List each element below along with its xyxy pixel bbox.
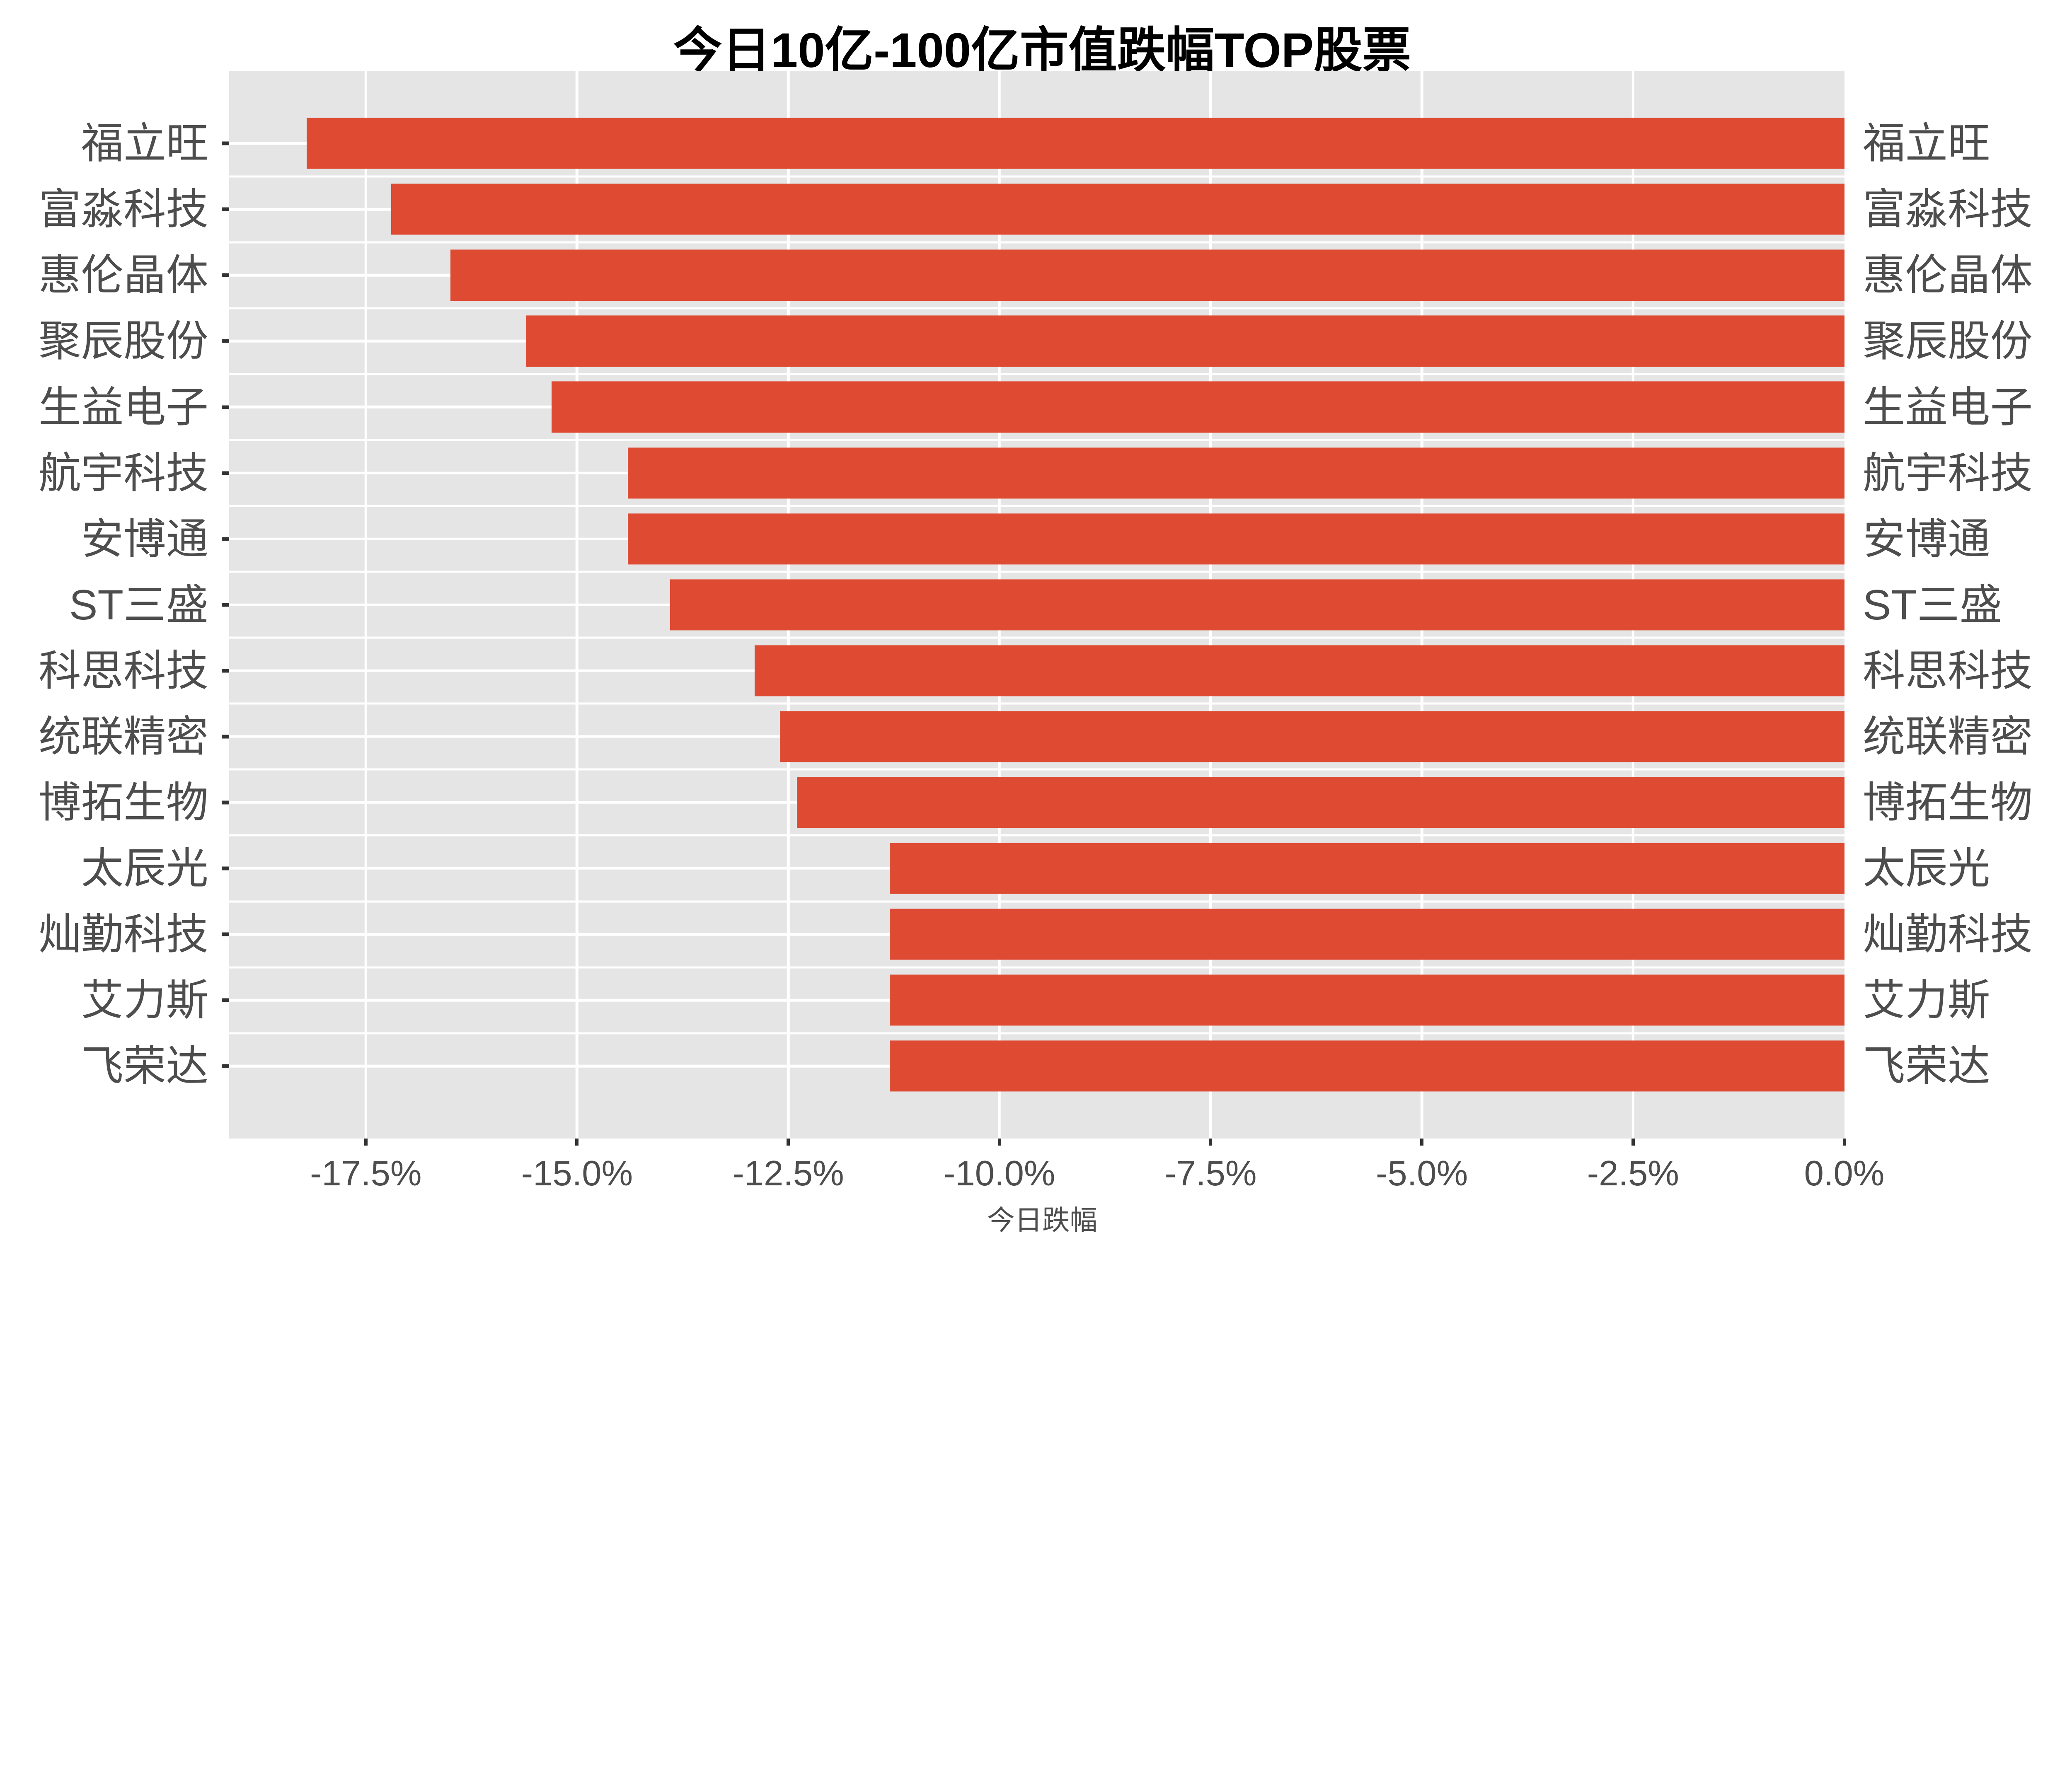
gridline-horizontal-minor	[229, 505, 1844, 507]
category-label-left: 太辰光	[81, 844, 209, 892]
bar	[889, 843, 1844, 894]
y-tick-mark	[221, 866, 229, 870]
category-label-right: 艾力斯	[1863, 976, 1990, 1024]
category-label-left: 安博通	[81, 515, 209, 563]
category-label-left: 富淼科技	[39, 185, 208, 233]
x-tick-label: -15.0%	[521, 1154, 633, 1194]
bar	[526, 315, 1844, 367]
bar	[889, 909, 1844, 960]
y-tick-mark	[221, 207, 229, 211]
x-tick-label: -7.5%	[1164, 1154, 1257, 1194]
gridline-horizontal-minor	[229, 966, 1844, 969]
y-tick-mark	[221, 669, 229, 673]
gridline-horizontal-minor	[229, 768, 1844, 771]
y-tick-mark	[221, 932, 229, 936]
x-tick-label: 0.0%	[1804, 1154, 1885, 1194]
bar	[889, 974, 1844, 1026]
gridline-horizontal-minor	[229, 702, 1844, 705]
category-label-right: 灿勤科技	[1863, 910, 2033, 958]
bar	[552, 381, 1844, 433]
category-label-left: 生益电子	[39, 383, 208, 431]
category-label-left: 科思科技	[39, 646, 208, 694]
gridline-horizontal-minor	[229, 1032, 1844, 1035]
x-tick-mark	[575, 1139, 579, 1146]
x-tick-label: -12.5%	[732, 1154, 844, 1194]
gridline-horizontal-minor	[229, 834, 1844, 836]
category-label-left: 灿勤科技	[39, 910, 208, 958]
y-tick-mark	[221, 471, 229, 475]
x-tick-label: -5.0%	[1376, 1154, 1468, 1194]
category-label-right: 统联精密	[1863, 712, 2033, 760]
y-tick-mark	[221, 998, 229, 1002]
chart-title: 今日10亿-100亿市值跌幅TOP股票	[673, 23, 1411, 77]
x-tick-label: -17.5%	[310, 1154, 422, 1194]
category-label-right: 聚辰股份	[1863, 317, 2033, 365]
category-label-left: 航宇科技	[39, 449, 208, 497]
y-tick-mark	[221, 339, 229, 343]
category-label-right: ST三盛	[1863, 580, 2002, 629]
y-tick-mark	[221, 405, 229, 409]
category-label-right: 富淼科技	[1863, 185, 2033, 233]
y-tick-mark	[221, 141, 229, 145]
category-label-right: 福立旺	[1863, 119, 1990, 167]
gridline-horizontal-minor	[229, 373, 1844, 375]
bar	[889, 1040, 1844, 1092]
bar	[307, 118, 1844, 169]
bar	[754, 645, 1844, 696]
gridline-horizontal-minor	[229, 571, 1844, 573]
category-label-right: 惠伦晶体	[1863, 251, 2033, 299]
category-label-left: 飞荣达	[81, 1042, 209, 1090]
bar	[627, 447, 1844, 499]
gridline-horizontal-minor	[229, 900, 1844, 903]
category-label-right: 航宇科技	[1863, 449, 2033, 497]
gridline-horizontal-minor	[229, 175, 1844, 178]
gridline-horizontal-minor	[229, 439, 1844, 441]
category-label-left: 惠伦晶体	[39, 251, 208, 299]
gridline-horizontal-minor	[229, 241, 1844, 244]
x-tick-label: -10.0%	[944, 1154, 1055, 1194]
category-label-right: 安博通	[1863, 515, 1990, 563]
plot-panel	[229, 71, 1844, 1139]
gridline-horizontal-minor	[229, 307, 1844, 309]
x-tick-label: -2.5%	[1587, 1154, 1679, 1194]
y-tick-mark	[221, 537, 229, 541]
category-label-left: 聚辰股份	[39, 317, 208, 365]
y-tick-mark	[221, 273, 229, 277]
category-label-left: ST三盛	[69, 580, 208, 629]
category-label-right: 科思科技	[1863, 646, 2033, 694]
y-tick-mark	[221, 735, 229, 739]
x-tick-mark	[997, 1139, 1001, 1146]
x-tick-mark	[787, 1139, 790, 1146]
bar	[779, 711, 1844, 762]
y-tick-mark	[221, 800, 229, 805]
category-label-left: 福立旺	[81, 119, 209, 167]
y-tick-mark	[221, 1064, 229, 1068]
bar	[796, 777, 1844, 828]
category-label-right: 生益电子	[1863, 383, 2033, 431]
gridline-horizontal-minor	[229, 636, 1844, 639]
x-tick-mark	[1842, 1139, 1846, 1146]
category-label-left: 博拓生物	[39, 778, 208, 826]
x-tick-mark	[1631, 1139, 1635, 1146]
bar	[450, 249, 1844, 301]
x-tick-mark	[1209, 1139, 1213, 1146]
bar	[670, 579, 1844, 631]
x-axis-title: 今日跌幅	[987, 1205, 1097, 1236]
y-tick-mark	[221, 603, 229, 607]
x-tick-mark	[364, 1139, 368, 1146]
category-label-right: 博拓生物	[1863, 778, 2033, 826]
category-label-right: 太辰光	[1863, 844, 1990, 892]
x-tick-mark	[1420, 1139, 1424, 1146]
category-label-left: 艾力斯	[81, 976, 209, 1024]
figure: 今日10亿-100亿市值跌幅TOP股票 今日跌幅 福立旺 福立旺富淼科技 富淼科技惠…	[39, 23, 2033, 1236]
category-label-left: 统联精密	[39, 712, 208, 760]
category-label-right: 飞荣达	[1863, 1042, 1990, 1090]
bar	[391, 184, 1844, 235]
bar	[627, 513, 1844, 565]
